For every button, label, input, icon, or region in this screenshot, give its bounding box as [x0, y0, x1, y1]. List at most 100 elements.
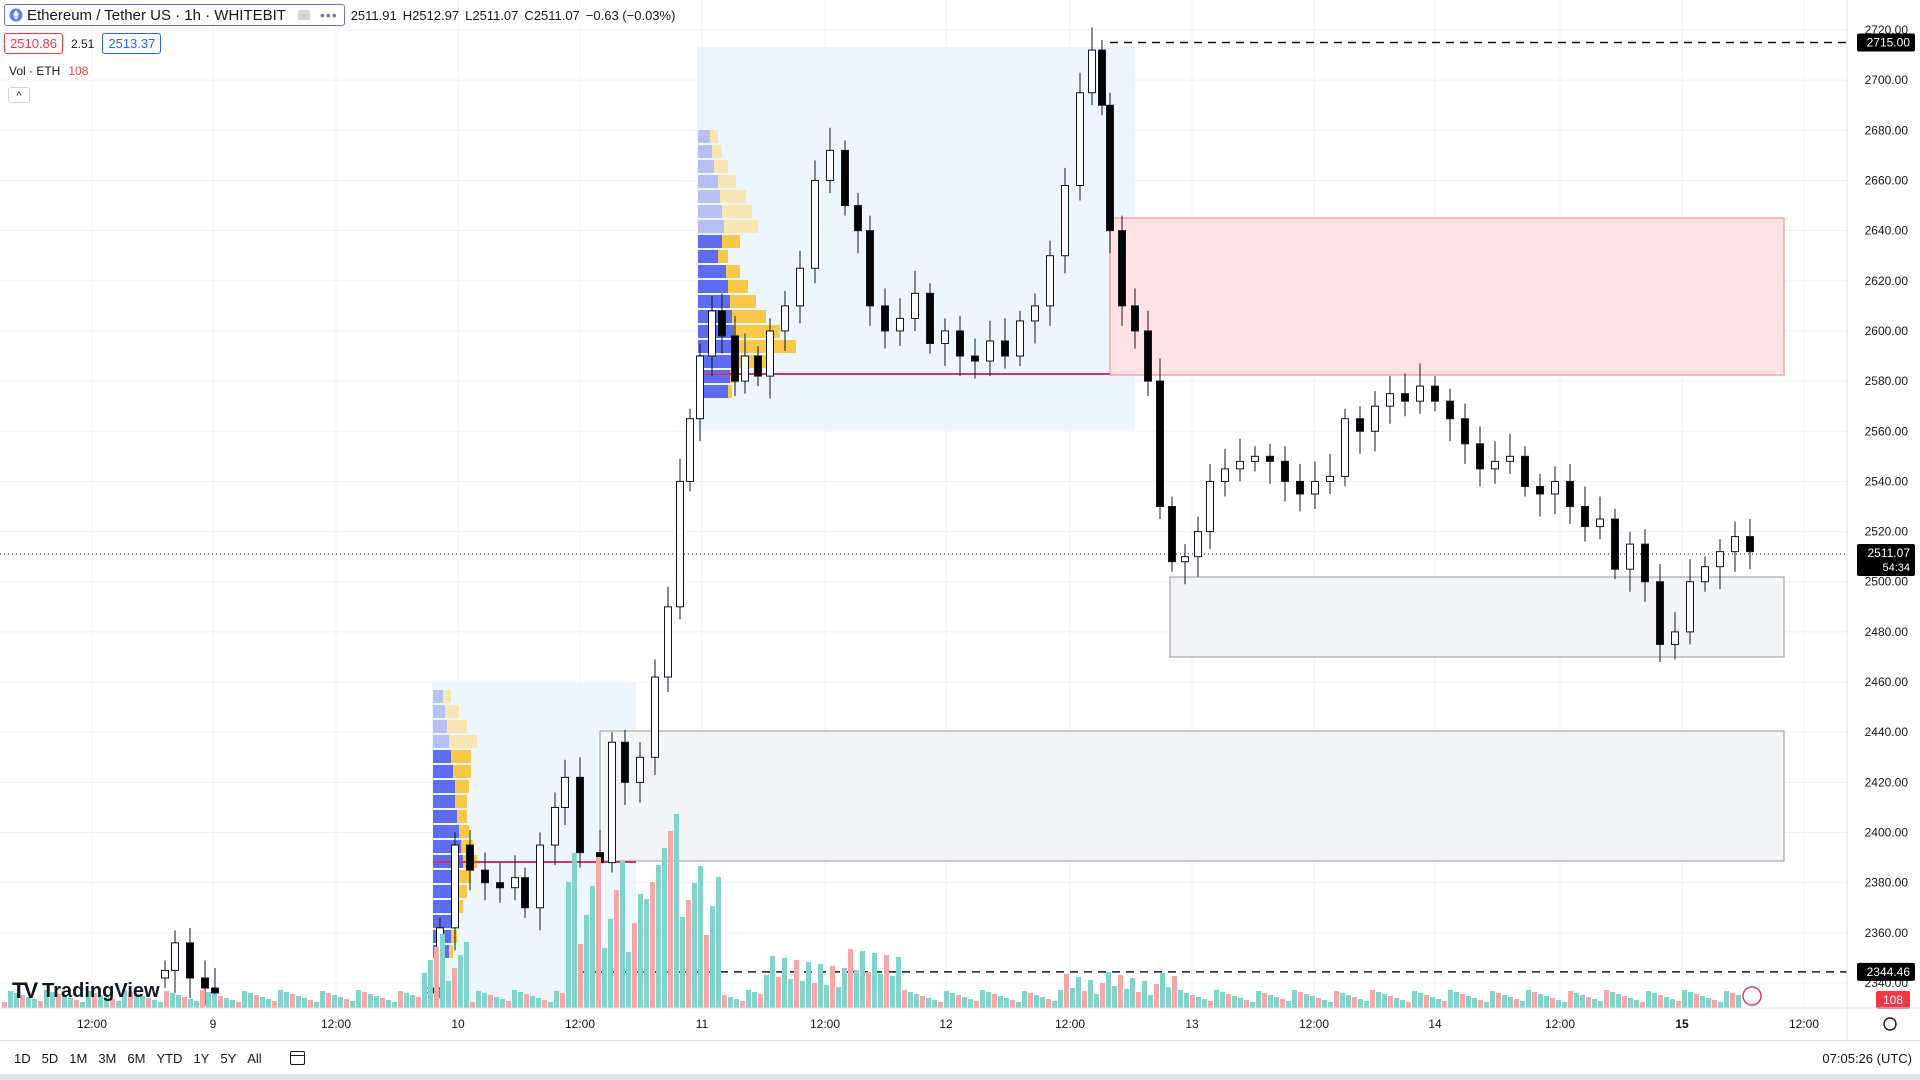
- volume-bar-up: [338, 997, 343, 1008]
- volume-profile-bar-blue: [698, 145, 712, 158]
- level-low-badge-bg: [1857, 962, 1915, 981]
- range-button-3m[interactable]: 3M: [98, 1050, 117, 1066]
- collapse-legend-button[interactable]: ^: [8, 87, 30, 103]
- volume-bar-down: [614, 890, 619, 1008]
- tradingview-logo-text: TradingView: [42, 979, 160, 1002]
- calendar-icon[interactable]: [289, 1051, 305, 1065]
- candle-up: [1686, 581, 1694, 633]
- volume-bar-down: [470, 1002, 475, 1008]
- more-options-icon[interactable]: •••: [319, 7, 338, 23]
- volume-bar-down: [938, 1002, 943, 1008]
- volume-bar-up: [410, 995, 415, 1008]
- candle-up: [1206, 480, 1214, 533]
- volume-bar-down: [1622, 996, 1627, 1008]
- volume-bar-down: [1730, 993, 1735, 1008]
- volume-bar-up: [890, 976, 895, 1008]
- candle-down: [621, 741, 629, 783]
- volume-bar-up: [158, 1002, 163, 1008]
- candle-down: [971, 355, 979, 362]
- volume-bar-down: [794, 960, 799, 1008]
- volume-bar-up: [1160, 973, 1165, 1008]
- candle-up: [1386, 393, 1394, 407]
- axis-settings-icon[interactable]: [1883, 1017, 1897, 1031]
- range-button-5d[interactable]: 5D: [41, 1050, 59, 1066]
- buy-price-button[interactable]: 2513.37: [102, 33, 162, 54]
- tradingview-logo[interactable]: TV TradingView: [12, 978, 160, 1004]
- range-button-1d[interactable]: 1D: [14, 1050, 31, 1066]
- symbol-selector[interactable]: Ethereum / Tether US · 1h · WHITEBIT •••: [4, 4, 345, 26]
- volume-profile-bar-yellow: [459, 825, 469, 838]
- volume-bar-up: [968, 999, 973, 1008]
- volume-profile-bar-yellow: [720, 190, 746, 203]
- candle-up: [1716, 551, 1724, 568]
- volume-bar-up: [1202, 999, 1207, 1008]
- time-tick-label: 12:00: [1545, 1017, 1575, 1031]
- volume-bar-down: [740, 1001, 745, 1008]
- range-button-ytd[interactable]: YTD: [156, 1050, 183, 1066]
- volume-bar-down: [380, 998, 385, 1008]
- candle-up: [708, 310, 716, 357]
- volume-bar-down: [578, 944, 583, 1008]
- volume-profile-bar-blue: [433, 795, 455, 808]
- candle-up: [1731, 536, 1739, 553]
- volume-bar-up: [428, 960, 433, 1008]
- volume-bar-up: [1238, 998, 1243, 1008]
- visibility-icon[interactable]: [297, 10, 310, 20]
- volume-bar-up: [14, 993, 19, 1008]
- range-button-6m[interactable]: 6M: [127, 1050, 146, 1066]
- candle-up: [1311, 480, 1319, 495]
- candle-down: [1281, 460, 1289, 482]
- candle-up: [911, 292, 919, 319]
- volume-bar-down: [38, 1001, 43, 1008]
- volume-bar-up: [1220, 992, 1225, 1008]
- range-button-1y[interactable]: 1Y: [193, 1050, 210, 1066]
- volume-profile-bar-yellow: [710, 130, 718, 143]
- range-button-1m[interactable]: 1M: [69, 1050, 88, 1066]
- alert-bolt-icon[interactable]: [1742, 986, 1762, 1006]
- volume-bar-up: [1196, 997, 1201, 1008]
- volume-bar-down: [560, 993, 565, 1008]
- volume-bar-up: [1490, 991, 1495, 1008]
- range-button-all[interactable]: All: [247, 1050, 262, 1066]
- price-tick-label: 2500.00: [1865, 575, 1909, 589]
- candle-down: [1356, 418, 1364, 432]
- volume-bar-down: [1640, 1002, 1645, 1008]
- volume-bar-down: [1442, 1001, 1447, 1008]
- volume-bar-up: [896, 957, 901, 1008]
- price-tick-label: 2580.00: [1865, 374, 1909, 388]
- price-tick-label: 2660.00: [1865, 173, 1909, 187]
- volume-profile-bar-yellow: [459, 870, 471, 883]
- volume-bar-up: [1076, 977, 1081, 1008]
- volume-profile-bar-blue: [698, 250, 718, 263]
- time-tick-label: 12:00: [810, 1017, 840, 1031]
- volume-bar-down: [632, 923, 637, 1008]
- volume-bar-down: [1136, 992, 1141, 1008]
- volume-bar-up: [572, 853, 577, 1008]
- volume-profile-bar-blue: [433, 705, 445, 718]
- volume-profile-bar-yellow: [722, 205, 752, 218]
- volume-label: Vol · ETH: [9, 64, 61, 78]
- spread-value: 2.51: [71, 36, 95, 51]
- sell-price-button[interactable]: 2510.86: [4, 33, 63, 54]
- footer-strip: [0, 1074, 1920, 1080]
- range-button-5y[interactable]: 5Y: [220, 1050, 237, 1066]
- candle-up: [826, 149, 834, 181]
- candle-up: [1551, 480, 1559, 495]
- candle-up: [1016, 320, 1024, 357]
- price-tick-label: 2460.00: [1865, 675, 1909, 689]
- candle-up: [686, 418, 694, 482]
- volume-profile-bar-blue: [698, 280, 728, 293]
- volume-bar-up: [1466, 996, 1471, 1008]
- volume-profile-bar-blue: [433, 765, 453, 778]
- price-tick-label: 2540.00: [1865, 474, 1909, 488]
- volume-bar-up: [836, 987, 841, 1008]
- volume-bar-up: [1274, 997, 1279, 1008]
- volume-bar-down: [452, 968, 457, 1008]
- volume-bar-up: [1232, 996, 1237, 1008]
- utc-clock[interactable]: 07:05:26 (UTC): [1822, 1050, 1912, 1066]
- volume-bar-down: [650, 882, 655, 1008]
- volume-bar-up: [800, 981, 805, 1008]
- candle-up: [676, 480, 684, 608]
- volume-bar-up: [1376, 992, 1381, 1008]
